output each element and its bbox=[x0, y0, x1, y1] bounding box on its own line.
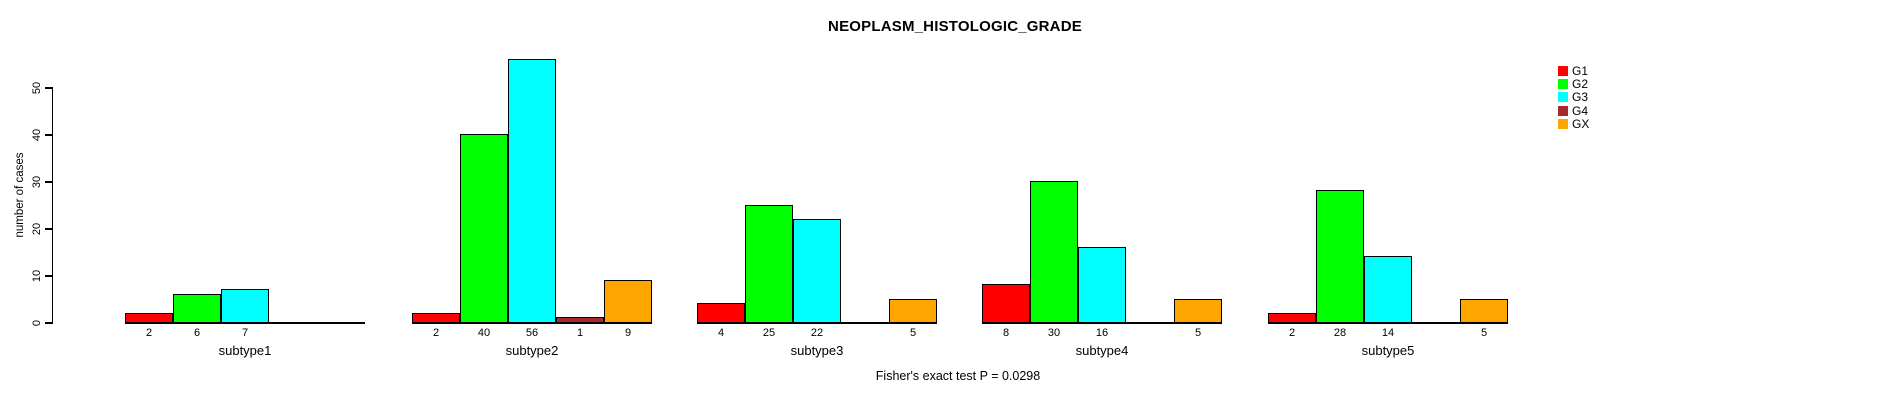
bar-value-label: 5 bbox=[1194, 327, 1202, 339]
fisher-test-annotation: Fisher's exact test P = 0.0298 bbox=[875, 369, 1041, 383]
bar-value-label: 9 bbox=[624, 327, 632, 339]
x-axis-category-label: subtype1 bbox=[218, 343, 272, 358]
y-axis-tick-label: 30 bbox=[31, 175, 43, 188]
bar-g3-subtype4 bbox=[1078, 246, 1126, 324]
legend-label: G4 bbox=[1572, 103, 1589, 118]
bar-value-label: 8 bbox=[1002, 327, 1010, 339]
group-baseline bbox=[1268, 322, 1508, 324]
legend-item-g2: G2 bbox=[1558, 77, 1589, 90]
y-axis-tick-label: 10 bbox=[31, 269, 43, 282]
legend-label: GX bbox=[1572, 117, 1590, 132]
bar-g3-subtype2 bbox=[508, 58, 556, 324]
y-axis-tick bbox=[44, 275, 52, 277]
bar-g2-subtype5 bbox=[1316, 190, 1364, 324]
legend-label: G3 bbox=[1572, 90, 1589, 105]
bar-value-label: 1 bbox=[576, 327, 584, 339]
bar-g2-subtype3 bbox=[745, 204, 793, 324]
bar-gx-subtype4 bbox=[1174, 298, 1222, 324]
group-baseline bbox=[697, 322, 937, 324]
legend-item-g3: G3 bbox=[1558, 91, 1589, 104]
x-axis-category-label: subtype5 bbox=[1361, 343, 1415, 358]
y-axis-line bbox=[51, 87, 53, 324]
bar-value-label: 30 bbox=[1047, 327, 1061, 339]
bar-value-label: 2 bbox=[145, 327, 153, 339]
y-axis-tick-label: 20 bbox=[31, 222, 43, 235]
bar-value-label: 2 bbox=[432, 327, 440, 339]
y-axis-tick-label: 50 bbox=[31, 81, 43, 94]
bar-g3-subtype3 bbox=[793, 218, 841, 324]
legend-swatch-g2-icon bbox=[1558, 79, 1568, 90]
y-axis-tick bbox=[44, 181, 52, 183]
group-baseline bbox=[982, 322, 1222, 324]
x-axis-category-label: subtype4 bbox=[1075, 343, 1129, 358]
bar-value-label: 14 bbox=[1381, 327, 1395, 339]
bar-gx-subtype2 bbox=[604, 279, 652, 324]
bar-value-label: 56 bbox=[525, 327, 539, 339]
y-axis-tick bbox=[44, 134, 52, 136]
bar-g1-subtype4 bbox=[982, 284, 1030, 324]
y-axis-tick-label: 40 bbox=[31, 128, 43, 141]
legend-swatch-g4-icon bbox=[1558, 105, 1568, 116]
legend-label: G1 bbox=[1572, 63, 1589, 78]
legend-item-gx: GX bbox=[1558, 118, 1589, 131]
group-baseline bbox=[412, 322, 652, 324]
legend-item-g4: G4 bbox=[1558, 104, 1589, 117]
legend-swatch-g3-icon bbox=[1558, 92, 1568, 103]
chart-title: NEOPLASM_HISTOLOGIC_GRADE bbox=[828, 18, 1082, 35]
y-axis-tick bbox=[44, 87, 52, 89]
bar-value-label: 22 bbox=[810, 327, 824, 339]
y-axis-tick bbox=[44, 228, 52, 230]
legend-label: G2 bbox=[1572, 77, 1589, 92]
bar-g3-subtype5 bbox=[1364, 256, 1412, 324]
legend-item-g1: G1 bbox=[1558, 64, 1589, 77]
bar-value-label: 2 bbox=[1288, 327, 1296, 339]
group-baseline bbox=[125, 322, 365, 324]
bar-value-label: 4 bbox=[717, 327, 725, 339]
legend-swatch-gx-icon bbox=[1558, 119, 1568, 130]
x-axis-category-label: subtype3 bbox=[790, 343, 844, 358]
y-axis-tick-label: 0 bbox=[31, 319, 43, 326]
y-axis-label: number of cases bbox=[14, 152, 26, 238]
bar-value-label: 28 bbox=[1333, 327, 1347, 339]
bar-value-label: 16 bbox=[1095, 327, 1109, 339]
bar-g2-subtype4 bbox=[1030, 181, 1078, 324]
legend: G1 G2 G3 G4 GX bbox=[1558, 64, 1589, 131]
bar-value-label: 40 bbox=[477, 327, 491, 339]
bar-g1-subtype3 bbox=[697, 303, 745, 324]
bar-gx-subtype3 bbox=[889, 298, 937, 324]
legend-swatch-g1-icon bbox=[1558, 65, 1568, 76]
bar-value-label: 5 bbox=[909, 327, 917, 339]
bar-g2-subtype2 bbox=[460, 134, 508, 324]
x-axis-category-label: subtype2 bbox=[505, 343, 559, 358]
bar-g2-subtype1 bbox=[173, 293, 221, 324]
bar-value-label: 7 bbox=[241, 327, 249, 339]
bar-value-label: 6 bbox=[193, 327, 201, 339]
bar-value-label: 5 bbox=[1480, 327, 1488, 339]
y-axis-tick bbox=[44, 322, 52, 324]
bar-gx-subtype5 bbox=[1460, 298, 1508, 324]
bar-g3-subtype1 bbox=[221, 289, 269, 324]
bar-value-label: 25 bbox=[762, 327, 776, 339]
